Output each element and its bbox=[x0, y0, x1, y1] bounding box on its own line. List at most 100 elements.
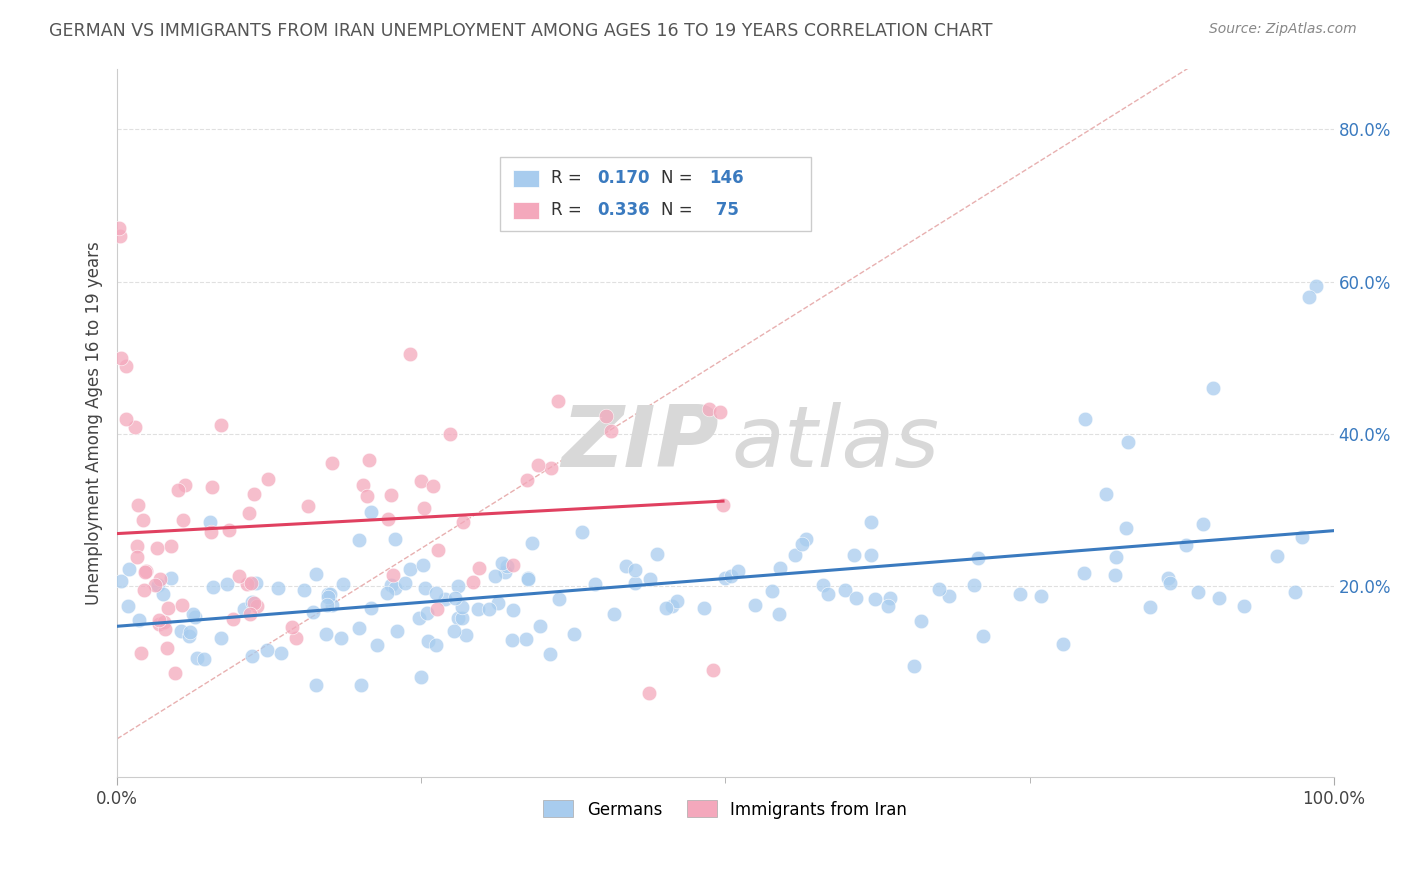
Point bbox=[221, 612, 243, 626]
Point bbox=[486, 596, 509, 610]
Point bbox=[600, 425, 623, 439]
Point bbox=[877, 599, 900, 614]
Point bbox=[1192, 516, 1215, 531]
Point bbox=[172, 512, 194, 526]
Point bbox=[156, 640, 179, 655]
Point bbox=[910, 614, 932, 628]
Point bbox=[502, 602, 524, 616]
Point bbox=[501, 632, 523, 647]
Point bbox=[332, 576, 354, 591]
Point bbox=[972, 629, 994, 643]
Point bbox=[938, 589, 960, 603]
FancyBboxPatch shape bbox=[513, 169, 540, 186]
Point bbox=[316, 590, 339, 604]
Point bbox=[305, 566, 328, 581]
Point bbox=[316, 587, 339, 601]
Point bbox=[170, 624, 193, 638]
Point bbox=[614, 559, 637, 574]
Point bbox=[380, 488, 402, 502]
Point bbox=[280, 620, 302, 634]
Point bbox=[236, 576, 259, 591]
Point bbox=[443, 591, 465, 606]
Point bbox=[267, 581, 290, 595]
Point bbox=[666, 594, 689, 608]
Point bbox=[181, 607, 204, 622]
Point bbox=[859, 548, 882, 562]
Point bbox=[451, 515, 474, 529]
Point bbox=[967, 550, 990, 565]
Point bbox=[297, 499, 319, 513]
Point bbox=[564, 627, 586, 641]
Point bbox=[1284, 585, 1306, 599]
Point bbox=[177, 629, 200, 643]
Point bbox=[451, 600, 474, 615]
Point bbox=[461, 574, 484, 589]
Point bbox=[547, 394, 569, 409]
Point bbox=[879, 591, 901, 606]
Point bbox=[963, 578, 986, 592]
Point bbox=[439, 427, 461, 442]
Point bbox=[366, 638, 388, 652]
Point bbox=[245, 576, 267, 591]
Point bbox=[201, 480, 224, 494]
Text: 146: 146 bbox=[710, 169, 744, 187]
Point bbox=[520, 536, 543, 550]
Point bbox=[583, 577, 606, 591]
Point bbox=[315, 626, 337, 640]
Point bbox=[243, 597, 266, 611]
Point bbox=[468, 561, 491, 575]
Point bbox=[321, 457, 343, 471]
Point bbox=[845, 591, 868, 605]
Point bbox=[128, 613, 150, 627]
Point bbox=[356, 489, 378, 503]
Y-axis label: Unemployment Among Ages 16 to 19 years: Unemployment Among Ages 16 to 19 years bbox=[86, 241, 103, 605]
Point bbox=[426, 601, 449, 615]
Point bbox=[443, 624, 465, 638]
Point bbox=[412, 558, 434, 573]
Point bbox=[360, 601, 382, 615]
Point bbox=[114, 359, 136, 373]
Point bbox=[624, 576, 647, 591]
Point bbox=[1073, 566, 1095, 580]
Point bbox=[491, 556, 513, 570]
Point bbox=[110, 351, 132, 365]
Point bbox=[148, 613, 170, 627]
Point bbox=[132, 513, 155, 527]
Point bbox=[433, 592, 456, 607]
Point bbox=[727, 565, 749, 579]
Point bbox=[813, 578, 835, 592]
Point bbox=[817, 587, 839, 601]
Point bbox=[146, 578, 169, 592]
Point bbox=[385, 624, 408, 638]
Point bbox=[218, 524, 240, 538]
Point bbox=[502, 558, 524, 573]
Text: 0.170: 0.170 bbox=[598, 169, 650, 187]
Point bbox=[416, 634, 439, 648]
Point bbox=[148, 617, 170, 632]
Point bbox=[637, 686, 659, 700]
Legend: Germans, Immigrants from Iran: Germans, Immigrants from Iran bbox=[537, 794, 914, 825]
Point bbox=[179, 624, 201, 639]
Point bbox=[495, 558, 517, 573]
Point bbox=[422, 479, 444, 493]
Point bbox=[292, 583, 315, 598]
Point bbox=[270, 646, 292, 660]
Point bbox=[516, 572, 538, 586]
Text: R =: R = bbox=[551, 169, 588, 187]
Point bbox=[398, 347, 420, 361]
Point bbox=[1104, 567, 1126, 582]
Point bbox=[794, 532, 817, 546]
Point bbox=[1187, 585, 1209, 599]
Point bbox=[209, 418, 232, 433]
Point bbox=[135, 564, 157, 578]
Point bbox=[783, 549, 806, 563]
Point bbox=[186, 651, 208, 665]
Point bbox=[1298, 290, 1320, 304]
Point bbox=[1291, 530, 1313, 544]
Point bbox=[184, 610, 207, 624]
Text: R =: R = bbox=[551, 202, 588, 219]
Point bbox=[408, 611, 430, 625]
Point bbox=[115, 412, 138, 426]
Point bbox=[697, 402, 720, 417]
Point bbox=[928, 582, 950, 596]
